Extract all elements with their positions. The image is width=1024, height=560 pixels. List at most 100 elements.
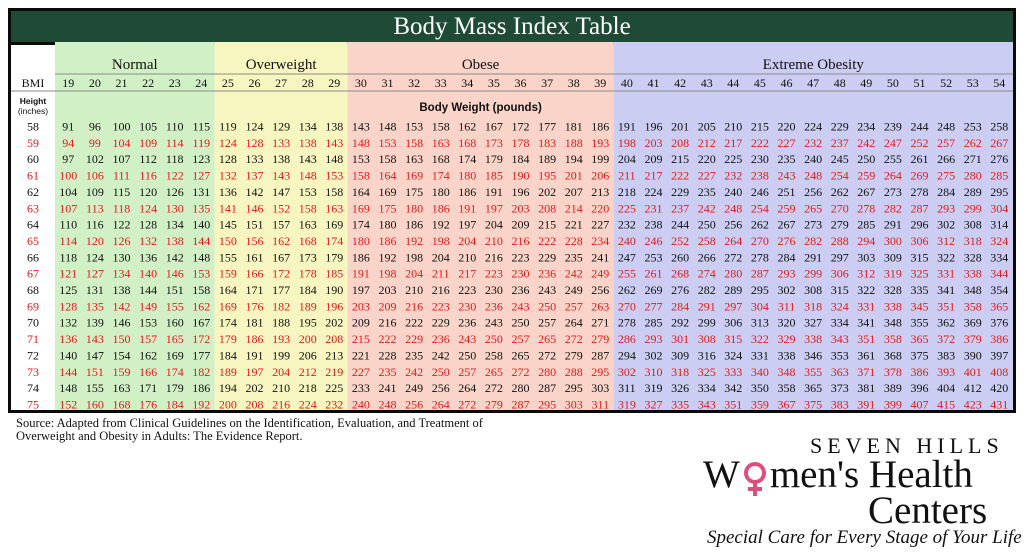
weight-cell: 148 — [59, 381, 77, 395]
weight-cell: 299 — [698, 316, 716, 330]
weight-cell: 127 — [86, 267, 104, 281]
weight-cell: 196 — [325, 299, 343, 313]
weight-cell: 295 — [565, 381, 583, 395]
weight-cell: 153 — [139, 316, 157, 330]
weight-cell: 189 — [538, 152, 556, 166]
weight-cell: 250 — [458, 348, 476, 362]
weight-cell: 94 — [62, 136, 74, 150]
bmi-column-label: 51 — [914, 76, 926, 90]
weight-cell: 259 — [778, 201, 796, 215]
weight-cell: 303 — [565, 397, 583, 410]
weight-cell: 138 — [113, 283, 131, 297]
weight-cell: 143 — [86, 332, 104, 346]
weight-cell: 261 — [911, 152, 929, 166]
weight-cell: 379 — [964, 332, 982, 346]
weight-cell: 139 — [86, 316, 104, 330]
weight-cell: 203 — [645, 136, 663, 150]
height-cell: 61 — [27, 169, 39, 183]
weight-cell: 216 — [405, 299, 423, 313]
weight-cell: 200 — [219, 397, 237, 410]
bmi-column-label: 39 — [594, 76, 606, 90]
weight-cell: 205 — [698, 120, 716, 134]
weight-cell: 210 — [458, 250, 476, 264]
weight-cell: 207 — [565, 185, 583, 199]
weight-cell: 348 — [884, 316, 902, 330]
weight-cell: 234 — [591, 234, 609, 248]
weight-cell: 269 — [645, 283, 663, 297]
weight-cell: 122 — [113, 218, 131, 232]
weight-cell: 358 — [884, 332, 902, 346]
weight-cell: 208 — [671, 136, 689, 150]
weight-cell: 230 — [751, 152, 769, 166]
weight-cell: 217 — [458, 267, 476, 281]
weight-cell: 355 — [911, 316, 929, 330]
weight-cell: 278 — [911, 185, 929, 199]
weight-cell: 269 — [911, 169, 929, 183]
weight-cell: 318 — [671, 365, 689, 379]
weight-cell: 294 — [857, 234, 875, 248]
weight-cell: 265 — [485, 365, 503, 379]
weight-cell: 334 — [990, 250, 1008, 264]
weight-cell: 182 — [192, 365, 210, 379]
bmi-column-label: 41 — [648, 76, 660, 90]
weight-cell: 250 — [698, 218, 716, 232]
weight-cell: 302 — [937, 218, 955, 232]
weight-cell: 158 — [325, 185, 343, 199]
weight-cell: 376 — [990, 316, 1008, 330]
weight-cell: 204 — [618, 152, 636, 166]
weight-cell: 383 — [937, 348, 955, 362]
logo-mens-health-text: men's Health — [769, 453, 973, 496]
weight-cell: 179 — [485, 152, 503, 166]
weight-cell: 97 — [62, 152, 74, 166]
weight-cell: 287 — [538, 381, 556, 395]
weight-cell: 162 — [139, 348, 157, 362]
weight-cell: 163 — [113, 381, 131, 395]
weight-cell: 114 — [166, 136, 184, 150]
weight-cell: 229 — [432, 316, 450, 330]
weight-cell: 230 — [512, 267, 530, 281]
bmi-column-label: 49 — [860, 76, 872, 90]
weight-cell: 218 — [618, 185, 636, 199]
weight-cell: 306 — [724, 316, 742, 330]
weight-cell: 148 — [325, 152, 343, 166]
weight-cell: 284 — [937, 185, 955, 199]
weight-cell: 192 — [379, 250, 397, 264]
weight-cell: 236 — [432, 332, 450, 346]
weight-cell: 134 — [299, 120, 317, 134]
weight-cell: 204 — [272, 365, 290, 379]
bmi-column-label: 38 — [568, 76, 580, 90]
weight-cell: 243 — [778, 169, 796, 183]
bmi-column-label: 20 — [89, 76, 101, 90]
weight-cell: 153 — [325, 169, 343, 183]
logo-w-letter: W — [703, 453, 740, 496]
weight-cell: 232 — [325, 397, 343, 410]
weight-cell: 248 — [804, 169, 822, 183]
bmi-column-label: 37 — [541, 76, 553, 90]
weight-cell: 306 — [911, 234, 929, 248]
height-cell: 64 — [27, 218, 39, 232]
weight-cell: 100 — [113, 120, 131, 134]
weight-cell: 265 — [804, 201, 822, 215]
weight-cell: 293 — [645, 332, 663, 346]
weight-cell: 319 — [645, 381, 663, 395]
weight-cell: 341 — [857, 316, 875, 330]
weight-cell: 203 — [352, 299, 370, 313]
weight-cell: 344 — [990, 267, 1008, 281]
weight-cell: 158 — [192, 283, 210, 297]
weight-cell: 156 — [246, 234, 264, 248]
weight-cell: 216 — [379, 316, 397, 330]
weight-cell: 243 — [458, 332, 476, 346]
weight-cell: 292 — [671, 316, 689, 330]
weight-cell: 204 — [432, 250, 450, 264]
weight-cell: 223 — [458, 283, 476, 297]
weight-cell: 285 — [857, 218, 875, 232]
weight-cell: 222 — [538, 234, 556, 248]
weight-cell: 213 — [325, 348, 343, 362]
weight-cell: 256 — [804, 185, 822, 199]
weight-cell: 276 — [778, 234, 796, 248]
weight-cell: 174 — [325, 234, 343, 248]
weight-cell: 150 — [113, 332, 131, 346]
weight-cell: 134 — [113, 267, 131, 281]
weight-cell: 280 — [538, 365, 556, 379]
weight-cell: 189 — [219, 365, 237, 379]
